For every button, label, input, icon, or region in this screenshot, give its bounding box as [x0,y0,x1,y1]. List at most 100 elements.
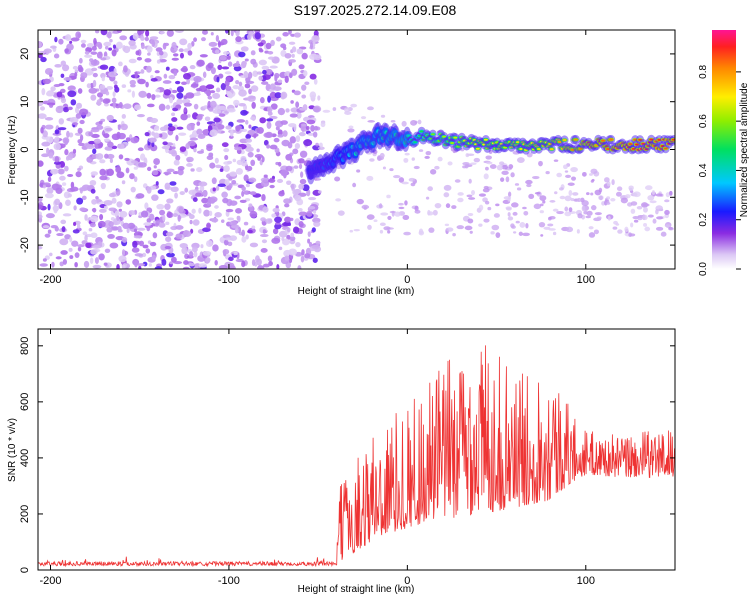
spectrogram-speckle [118,154,124,160]
spectrogram-speckle [196,167,203,173]
spectrogram-speckle [590,192,594,196]
spectrogram-speckle [379,229,384,234]
spectrogram-speckle [217,64,223,70]
spectrogram-speckle [71,240,79,247]
spectrogram-speckle [88,87,98,94]
spectrogram-speckle [128,210,136,216]
spectrogram-speckle [317,146,325,150]
spectrogram-speckle [247,95,256,102]
spectrogram-speckle [90,232,98,239]
spectrogram-speckle [154,266,163,269]
spectrogram-speckle [312,106,320,113]
spectrogram-speckle [84,54,93,58]
spectrogram-speckle [294,194,302,202]
spectrogram-speckle [181,65,188,73]
spectrogram-speckle [414,209,421,214]
spectrogram-speckle [113,80,118,85]
spectrogram-speckle [258,59,267,66]
spectrogram-speckle [120,123,128,131]
spectrogram-speckle [137,162,147,168]
spectrogram-speckle [367,120,375,123]
spectrogram-speckle [112,91,116,97]
spectrogram-speckle [198,263,208,268]
spectrogram-speckle [59,175,66,181]
spectrogram-speckle [155,181,159,186]
spectrogram-speckle [547,223,554,227]
spectrogram-speckle [452,232,456,237]
spectrogram-speckle [45,213,55,219]
spectrogram-speckle [632,191,641,198]
spectrogram-speckle [214,205,219,209]
spectrogram-speckle [289,236,296,242]
spectrogram-speckle [260,179,270,188]
spectrogram-speckle [165,236,172,242]
snr-y-ticks: 0 200 400 600 800 [19,337,675,573]
spectrogram-speckle [189,251,194,258]
spectrogram-speckle [267,95,272,103]
spectrogram-speckle [125,167,130,174]
spectrogram-speckle [410,120,418,126]
spectrogram-speckle [207,100,212,108]
spectrogram-speckle [60,60,67,66]
spectrogram-speckle [599,195,603,201]
spectrogram-speckle [554,191,558,195]
y-tick-label: -10 [19,189,31,205]
colorbar: 0.0 0.2 0.4 0.6 0.8 Normalized spectral ampl… [698,30,750,276]
spectrogram-speckle [594,189,602,196]
spectrogram-speckle [209,162,216,169]
spectrogram-ridge-core [419,130,424,133]
spectrogram-speckle [107,141,114,148]
spectrogram-speckle [88,131,93,137]
spectrogram-y-axis-label: Frequency (Hz) [7,116,18,185]
spectrogram-speckle [77,167,82,172]
spectrogram-speckle [179,52,184,59]
spectrogram-speckle [298,183,305,190]
spectrogram-speckle [201,37,206,42]
spectrogram-speckle [389,210,397,214]
spectrogram-speckle [106,114,114,122]
spectrogram-speckle [652,218,657,224]
spectrogram-speckle [656,216,664,220]
spectrogram-speckle [280,43,287,49]
spectrogram-speckle [563,164,568,170]
spectrogram-speckle [353,228,360,232]
spectrogram-speckle [227,217,235,221]
spectrogram-speckle [116,263,120,269]
spectrogram-speckle [373,219,378,223]
spectrogram-speckle [146,45,153,53]
spectrogram-speckle [99,175,108,181]
spectrogram-speckle [115,188,121,196]
spectrogram-speckle [315,126,321,131]
spectrogram-speckle [233,65,242,72]
spectrogram-speckle [58,38,64,45]
spectrogram-speckle [294,142,301,149]
spectrogram-speckle [45,91,55,97]
spectrogram-speckle [146,186,152,194]
spectrogram-speckle [92,79,97,88]
spectrogram-speckle [434,202,442,209]
spectrogram-speckle [149,241,157,247]
spectrogram-speckle [111,97,117,103]
spectrogram-speckle [269,65,278,69]
spectrogram-speckle [68,247,73,252]
spectrogram-speckle [137,78,146,85]
spectrogram-speckle [288,30,292,35]
spectrogram-speckle [136,114,145,118]
spectrogram-speckle [332,107,337,112]
spectrogram-speckle [319,142,323,148]
spectrogram-speckle [147,52,151,56]
spectrogram-speckle [195,192,202,197]
spectrogram-speckle [150,117,159,124]
spectrogram-speckle [445,227,454,232]
spectrogram-speckle [54,129,60,135]
spectrogram-speckle [466,194,473,198]
spectrogram-speckle [238,103,246,107]
spectrogram-speckle [615,223,620,226]
spectrogram-speckle [225,85,232,91]
spectrogram-speckle [234,195,242,200]
spectrogram-speckle [145,65,152,73]
spectrogram-speckle [59,261,64,267]
spectrogram-speckle [99,159,106,164]
spectrogram-speckle [121,180,126,185]
spectrogram-speckle [55,256,62,260]
